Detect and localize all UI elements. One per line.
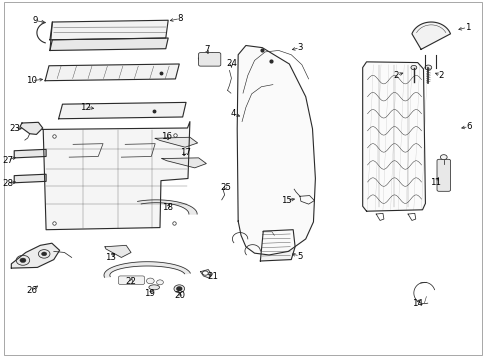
Text: 14: 14 bbox=[411, 299, 423, 308]
Polygon shape bbox=[45, 64, 179, 81]
Text: 7: 7 bbox=[204, 45, 209, 54]
Circle shape bbox=[202, 271, 208, 275]
Polygon shape bbox=[237, 45, 315, 255]
Polygon shape bbox=[200, 270, 211, 278]
Polygon shape bbox=[162, 158, 206, 168]
Text: 9: 9 bbox=[33, 16, 38, 25]
Text: 16: 16 bbox=[161, 132, 172, 141]
Text: 5: 5 bbox=[297, 252, 302, 261]
Text: 2: 2 bbox=[393, 71, 398, 80]
Circle shape bbox=[42, 252, 46, 256]
Text: 8: 8 bbox=[177, 14, 182, 23]
Text: 17: 17 bbox=[179, 149, 190, 157]
Circle shape bbox=[177, 287, 182, 291]
Circle shape bbox=[146, 278, 154, 284]
Polygon shape bbox=[59, 102, 186, 119]
Polygon shape bbox=[50, 38, 168, 50]
Circle shape bbox=[424, 65, 431, 70]
Polygon shape bbox=[20, 122, 43, 134]
Circle shape bbox=[156, 280, 163, 285]
Circle shape bbox=[20, 258, 26, 262]
Text: 1: 1 bbox=[464, 23, 469, 32]
Polygon shape bbox=[14, 174, 46, 183]
Circle shape bbox=[174, 285, 184, 293]
Text: 23: 23 bbox=[10, 124, 21, 133]
Text: 20: 20 bbox=[174, 291, 185, 300]
FancyBboxPatch shape bbox=[198, 52, 220, 66]
Text: 19: 19 bbox=[144, 289, 154, 298]
Text: 4: 4 bbox=[230, 109, 236, 118]
Polygon shape bbox=[411, 22, 450, 49]
Text: 12: 12 bbox=[80, 103, 91, 112]
Text: 6: 6 bbox=[465, 122, 470, 131]
FancyBboxPatch shape bbox=[436, 159, 450, 191]
Polygon shape bbox=[14, 149, 46, 158]
Polygon shape bbox=[137, 200, 197, 214]
Polygon shape bbox=[105, 245, 131, 257]
Text: 11: 11 bbox=[429, 177, 439, 187]
Text: 3: 3 bbox=[297, 43, 302, 52]
Text: 26: 26 bbox=[26, 286, 37, 295]
Polygon shape bbox=[362, 62, 424, 211]
Text: 22: 22 bbox=[125, 277, 136, 286]
Circle shape bbox=[16, 255, 30, 265]
FancyBboxPatch shape bbox=[118, 276, 144, 285]
Text: 13: 13 bbox=[105, 253, 116, 262]
Polygon shape bbox=[104, 262, 190, 277]
Polygon shape bbox=[260, 230, 294, 261]
Polygon shape bbox=[299, 196, 314, 204]
Circle shape bbox=[439, 155, 446, 160]
Text: 28: 28 bbox=[2, 179, 13, 188]
Circle shape bbox=[38, 250, 50, 258]
Polygon shape bbox=[43, 122, 190, 230]
Polygon shape bbox=[155, 137, 197, 147]
Text: 25: 25 bbox=[220, 182, 231, 192]
Text: 27: 27 bbox=[2, 156, 13, 165]
Text: 10: 10 bbox=[26, 76, 37, 85]
Circle shape bbox=[410, 65, 416, 70]
Text: 24: 24 bbox=[226, 60, 236, 69]
Ellipse shape bbox=[149, 285, 159, 290]
Polygon shape bbox=[50, 20, 168, 40]
Text: 18: 18 bbox=[162, 203, 173, 212]
Text: 2: 2 bbox=[437, 71, 443, 80]
Text: 15: 15 bbox=[280, 196, 291, 205]
Text: 21: 21 bbox=[207, 272, 218, 281]
Polygon shape bbox=[11, 243, 60, 268]
Polygon shape bbox=[198, 53, 218, 65]
